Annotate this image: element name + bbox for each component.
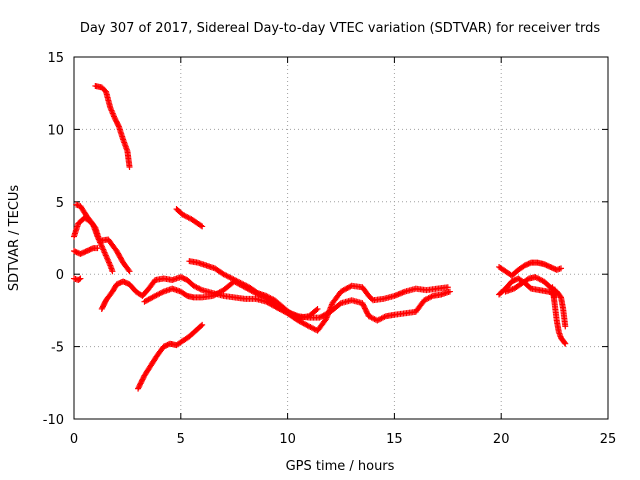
x-axis-label: GPS time / hours [286, 459, 395, 474]
series-track-5 [71, 275, 84, 283]
x-tick-label: 10 [279, 432, 296, 447]
data-point [76, 276, 83, 283]
data-point [197, 222, 204, 229]
data-point [115, 122, 122, 129]
data-point [137, 381, 144, 388]
x-tick-label: 5 [177, 432, 185, 447]
data-point [135, 384, 142, 391]
data-point [77, 275, 84, 282]
data-point [139, 376, 146, 383]
grid-lines [74, 57, 608, 419]
data-point [360, 302, 367, 309]
series-track-14 [549, 284, 569, 347]
chart-title: Day 307 of 2017, Sidereal Day-to-day VTE… [80, 21, 601, 36]
y-tick-label: -5 [51, 341, 64, 356]
data-point [253, 289, 260, 296]
data-point [138, 379, 145, 386]
data-point [359, 300, 366, 307]
series-track-4 [71, 245, 101, 257]
series-track-3 [71, 214, 133, 275]
y-tick-label: 15 [47, 51, 64, 66]
axis-ticks: 0 5 10 15 20 25 -10 -5 0 5 10 15 [43, 51, 617, 447]
x-tick-label: 25 [600, 432, 617, 447]
data-point [314, 305, 321, 312]
data-point [126, 268, 133, 275]
data-point [199, 321, 206, 328]
series-track-10 [135, 321, 206, 392]
series-track-6 [173, 206, 206, 230]
data-point [109, 268, 116, 275]
y-tick-label: 5 [56, 196, 64, 211]
data-point [199, 223, 206, 230]
data-point [364, 310, 371, 317]
data-point [138, 377, 145, 384]
data-point [91, 223, 98, 230]
series-track-1 [92, 82, 133, 171]
data-point [336, 301, 343, 308]
y-tick-label: 10 [47, 123, 64, 138]
data-point [135, 385, 142, 392]
x-tick-label: 20 [493, 432, 510, 447]
data-point [360, 301, 367, 308]
data-point [562, 323, 569, 330]
data-point [557, 293, 564, 300]
data-point [361, 305, 368, 312]
data-point [444, 284, 451, 291]
x-tick-label: 15 [386, 432, 403, 447]
data-point [446, 288, 453, 295]
y-axis-label: SDTVAR / TECUs [7, 185, 22, 292]
data-point [562, 340, 569, 347]
data-point [137, 380, 144, 387]
data-point [362, 306, 369, 313]
y-tick-label: 0 [56, 268, 64, 283]
data-point [125, 267, 132, 274]
x-tick-label: 0 [70, 432, 78, 447]
data-point [561, 339, 568, 346]
series-track-7 [98, 274, 451, 334]
data-point [126, 164, 133, 171]
data-point [140, 375, 147, 382]
series-track-11 [496, 259, 565, 279]
data-point [136, 382, 143, 389]
data-point [361, 304, 368, 311]
data-points [71, 82, 569, 392]
data-point [94, 245, 101, 252]
y-tick-label: -10 [43, 413, 64, 428]
data-point [198, 322, 205, 329]
series-track-9 [186, 258, 321, 321]
data-point [558, 265, 565, 272]
data-point [363, 307, 370, 314]
data-point [313, 306, 320, 313]
data-point [363, 309, 370, 316]
